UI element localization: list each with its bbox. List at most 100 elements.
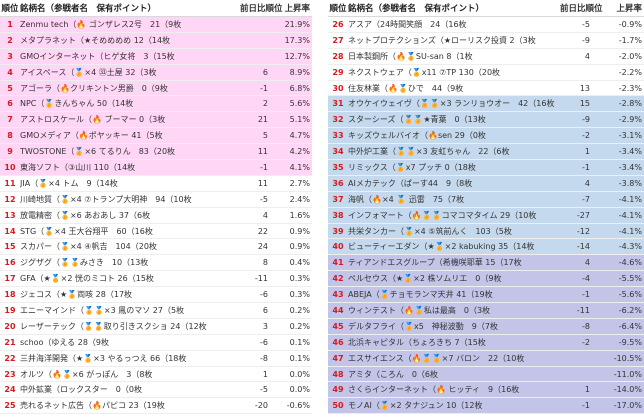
rank-cell: 12 [4, 194, 16, 204]
stock-name-cell: 中外鉱業（ロックスター 0（0枚 [20, 385, 142, 395]
rank-change-cell: -5 [260, 385, 268, 395]
rise-rate-cell: -4.1% [618, 210, 642, 220]
rise-rate-cell: 0.3% [289, 274, 310, 284]
stock-name-cell: アスア（24時間笑顔 24（16枚 [348, 19, 467, 29]
rank-cell: 8 [7, 131, 13, 141]
stock-name-cell: デルタフライ（🏅x5 神秘波動 9（7枚 [348, 321, 498, 331]
rank-cell: 6 [7, 99, 13, 109]
rank-change-cell: 15 [579, 99, 590, 109]
stock-name-cell: アストロスケール（🔥 ブーマー 0（3枚 [20, 115, 166, 125]
rank-cell: 13 [4, 210, 16, 220]
stock-name-cell: アゴーラ（🔥クリキントン男爵 0（9枚 [20, 83, 168, 93]
rank-change-cell: 1 [584, 385, 590, 395]
table-row: 8 GMOメディア（🔥ポヤッキー 41（5枚 5 4.7% [0, 128, 312, 145]
rise-rate-cell: 1.6% [289, 210, 310, 220]
table-row: 37 海帆（🔥×4 🏅 迅雷 75（7枚 -7 -4.1% [328, 191, 644, 208]
rank-change-cell: 21 [257, 115, 268, 125]
table-row: 46 北浜キャピタル（ちょろきち 7（15枚 -2 -9.5% [328, 334, 644, 351]
rise-rate-cell: -2.8% [618, 99, 642, 109]
rank-change-cell: 4 [584, 258, 590, 268]
table-row: 21 schoo（ゆえる 28（9枚 -6 0.1% [0, 335, 312, 351]
header-rate: 上昇率 [284, 4, 310, 14]
rank-cell: 48 [332, 369, 344, 379]
rank-cell: 49 [332, 385, 344, 395]
table-row: 3 GMOインターネット（ヒゲ女将 3（15枚 12.7% [0, 48, 312, 65]
rank-cell: 50 [332, 401, 344, 411]
rank-change-cell: -6 [260, 337, 268, 347]
table-row: 11 JIA（🏅×4 トム 9（14枚 11 2.7% [0, 176, 312, 192]
table-row: 35 リミックス（🏅x7 プッチ 0（18枚 -1 -3.4% [328, 160, 644, 176]
rank-change-cell: 1 [584, 147, 590, 157]
rank-change-cell: 2 [262, 99, 268, 109]
rank-change-cell: 6 [262, 67, 268, 77]
rise-rate-cell: -6.2% [618, 305, 642, 315]
rise-rate-cell: -2.2% [618, 67, 642, 77]
rank-change-cell: -1 [260, 162, 268, 172]
stock-name-cell: 日本製鋼所（🔥🏅SU-san 8（1枚 [348, 51, 473, 61]
rise-rate-cell: 0.1% [289, 337, 310, 347]
rank-cell: 5 [7, 83, 13, 93]
rank-cell: 35 [332, 162, 344, 172]
stock-name-cell: TWOSTONE（🏅×6 てるりん 83（20枚 [20, 147, 176, 157]
stock-name-cell: GFA（★🏅×2 恍のミコト 26（15枚 [20, 274, 154, 284]
stock-name-cell: ペルセウス（★🏅×2 株ソムリエ 0（9枚 [348, 274, 502, 284]
rise-rate-cell: -3.4% [618, 147, 642, 157]
stock-name-cell: GMOインターネット（ヒゲ女将 3（15枚 [20, 51, 175, 61]
rank-cell: 17 [4, 274, 16, 284]
rank-cell: 11 [4, 178, 16, 188]
rank-cell: 46 [332, 337, 344, 347]
stock-name-cell: ウィンテスト（🔥🏅私は最高 0（3枚 [348, 305, 491, 315]
stock-name-cell: エニーマインド（🏅🏅×3 鳳のマソ 27（5枚 [20, 305, 185, 315]
stock-name-cell: モノAI（🏅×2 タナジュン 10（12枚 [348, 401, 483, 411]
stock-name-cell: JIA（🏅×4 トム 9（14枚 [20, 178, 118, 188]
rank-cell: 19 [4, 305, 16, 315]
table-row: 27 ネットプロテクションズ（★ローリスク投資 2（3枚 -9 -1.7% [328, 33, 644, 49]
rank-cell: 42 [332, 274, 344, 284]
rank-cell: 9 [7, 147, 13, 157]
rise-rate-cell: -3.1% [618, 131, 642, 141]
rise-rate-cell: -2.3% [618, 83, 642, 93]
rise-rate-cell: 0.0% [289, 369, 310, 379]
table-row: 49 さくらインターネット（🔥 ヒッティ 9（16枚 1 -14.0% [328, 382, 644, 399]
rank-change-cell: -2 [582, 131, 590, 141]
table-row: 30 住友林業（🔥🏅ひで 44（9枚 13 -2.3% [328, 81, 644, 97]
rank-cell: 25 [4, 401, 16, 411]
rise-rate-cell: -14.0% [613, 385, 642, 395]
rise-rate-cell: -5.6% [618, 290, 642, 300]
rank-change-cell: 8 [262, 258, 268, 268]
rise-rate-cell: 6.8% [289, 83, 310, 93]
stock-name-cell: ABEJA（🏅チョモランマ天井 41（19枚 [348, 290, 493, 300]
rank-change-cell: 3 [262, 321, 268, 331]
table-row: 4 アイスペース（🏅×4 ㉝土屋 32（3枚 6 8.9% [0, 64, 312, 81]
rank-change-cell: 4 [584, 51, 590, 61]
rank-cell: 33 [332, 131, 344, 141]
rise-rate-cell: 0.3% [289, 290, 310, 300]
header-change: 前日比順位 [560, 4, 603, 14]
table-header: 順位 銘柄名（参戦者名 保有ポイント） 前日比順位 上昇率 [328, 0, 644, 17]
rank-cell: 45 [332, 321, 344, 331]
stock-name-cell: STG（🏅×4 王大谷翔平 60（16枚 [20, 226, 153, 236]
rank-change-cell: 1 [262, 369, 268, 379]
rank-cell: 3 [7, 51, 13, 61]
rank-cell: 29 [332, 67, 344, 77]
stock-name-cell: スカパー（🏅×4 ④帆吉 104（20枚 [20, 242, 157, 252]
rise-rate-cell: -2.9% [618, 115, 642, 125]
rank-change-cell: 5 [262, 131, 268, 141]
table-row: 47 エスサイエンス（🔥🏅🏅×7 バロン 22（10枚 -10.5% [328, 350, 644, 367]
stock-name-cell: オウケイウェイヴ（🏅🏅×3 ランリョウオー 42（16枚 [348, 99, 555, 109]
stock-name-cell: キッズウェルバイオ（🔥sen 29（0枚 [348, 131, 486, 141]
rank-change-cell: -12 [576, 226, 590, 236]
rank-cell: 4 [7, 67, 13, 77]
header-name: 銘柄名（参戦者名 保有ポイント） [20, 4, 157, 14]
stock-name-cell: 川崎地質（🏅×4 ⑦トランプ大明神 94（10枚 [20, 194, 192, 204]
rank-change-cell: -20 [254, 401, 268, 411]
stock-name-cell: 売れるネット広告（🔥パピコ 23（19枚 [20, 401, 165, 411]
table-row: 42 ペルセウス（★🏅×2 株ソムリエ 0（9枚 -4 -5.5% [328, 271, 644, 288]
table-row: 18 ジェコス（★🏅両咳 28（17枚 -6 0.3% [0, 287, 312, 304]
table-row: 15 スカパー（🏅×4 ④帆吉 104（20枚 24 0.9% [0, 239, 312, 256]
stock-name-cell: ネクストウェア（🏅x11 ⑦TP 130（20枚 [348, 67, 501, 77]
stock-name-cell: NPC（🏅きんちゃん 50（14枚 [20, 99, 134, 109]
table-row: 9 TWOSTONE（🏅×6 てるりん 83（20枚 11 4.2% [0, 144, 312, 161]
rank-cell: 30 [332, 83, 344, 93]
rank-change-cell: -1 [260, 83, 268, 93]
